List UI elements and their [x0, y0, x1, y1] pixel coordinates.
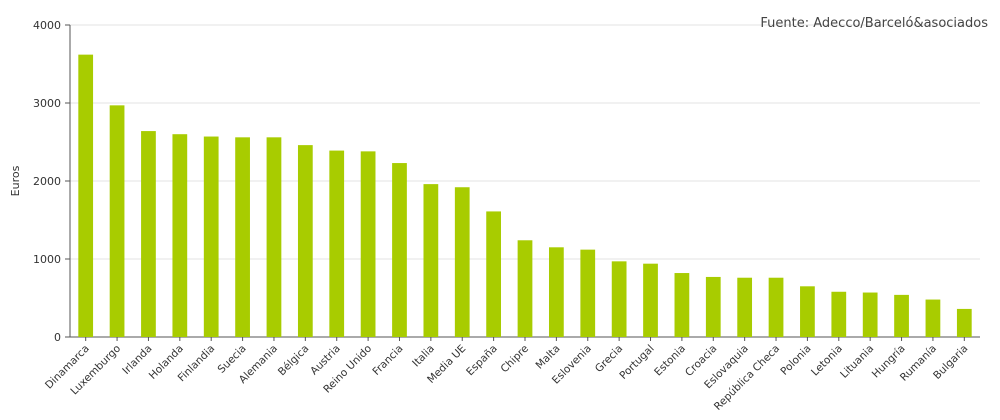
bar: [549, 247, 564, 337]
bar: [297, 145, 313, 337]
x-tick-label: Bélgica: [276, 343, 312, 379]
bar: [78, 54, 94, 337]
bar: [737, 277, 753, 337]
bar: [266, 137, 282, 337]
x-tick-label: Chipre: [499, 343, 532, 376]
y-tick-label: 0: [54, 331, 61, 344]
x-tick-label: Lituania: [838, 343, 876, 381]
y-tick-label: 4000: [33, 19, 61, 32]
x-tick-label: Polonia: [778, 343, 813, 378]
bar: [800, 286, 815, 337]
y-tick-label: 2000: [33, 175, 61, 188]
x-tick-label: Malta: [534, 343, 563, 372]
bar: [517, 240, 533, 337]
x-tick-label: Italia: [410, 343, 437, 370]
y-tick-label: 1000: [33, 253, 61, 266]
bar: [203, 136, 219, 337]
bar: [109, 105, 125, 337]
x-tick-label: Bulgaria: [931, 343, 970, 382]
bar: [643, 263, 658, 337]
bar: [705, 276, 721, 337]
bar: [925, 299, 941, 337]
y-axis-label: Euros: [9, 165, 22, 196]
x-tick-label: Portugal: [617, 343, 656, 382]
bar: [956, 308, 972, 337]
bar: [141, 131, 156, 337]
bar: [486, 211, 501, 337]
bar: [172, 134, 188, 337]
x-tick-label: España: [464, 343, 500, 379]
bar: [611, 261, 627, 337]
bar: [674, 273, 690, 337]
bar: [831, 291, 847, 337]
bar: [768, 277, 784, 337]
bar: [894, 294, 909, 337]
bar: [329, 150, 345, 337]
bar: [423, 184, 439, 337]
y-tick-label: 3000: [33, 97, 61, 110]
bar: [862, 292, 878, 337]
bar: [235, 137, 250, 337]
bar: [392, 163, 407, 337]
source-note: Fuente: Adecco/Barceló&asociados: [760, 16, 988, 31]
x-tick-label: Francia: [370, 343, 405, 378]
bar: [580, 249, 596, 337]
x-tick-label: Estonia: [652, 343, 688, 379]
bar: [360, 151, 376, 337]
bar: [454, 187, 470, 337]
